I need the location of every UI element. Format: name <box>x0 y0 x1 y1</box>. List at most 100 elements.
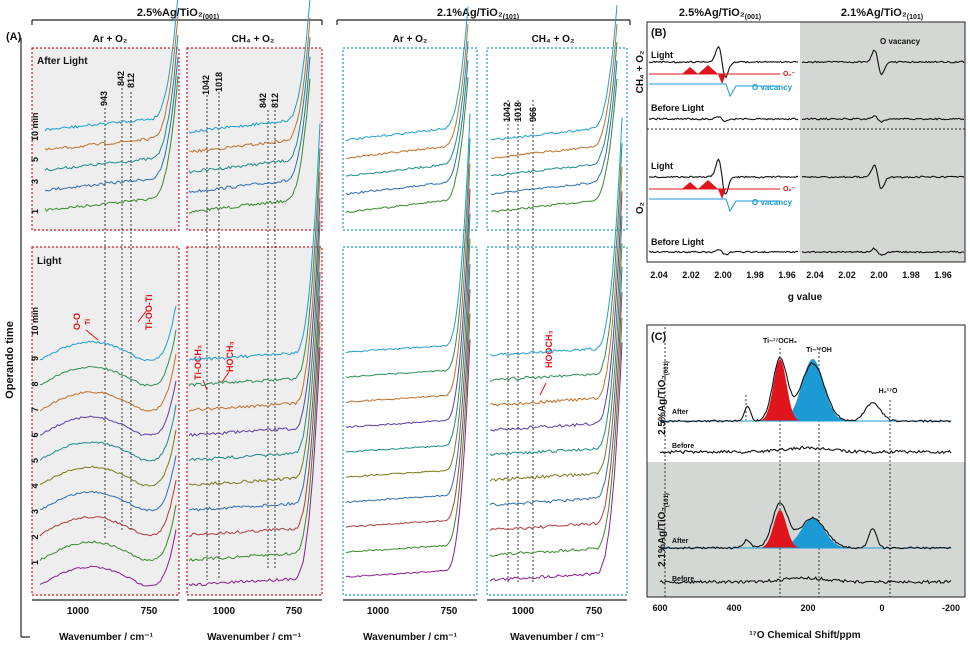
ir-light-ar-001 <box>39 480 177 537</box>
nmr-fit-tioh-101 <box>771 518 854 548</box>
sample-001-title: 2.5%Ag/TiO₂ <box>137 7 203 19</box>
nmr-before-001 <box>659 445 952 455</box>
atm-ch4-001: CH₄ + O₂ <box>232 34 275 45</box>
epr-fit-1-o2-area2 <box>718 74 726 84</box>
ir-light-ch4-101 <box>489 215 623 457</box>
nmr-peak-ti-och3: Ti–¹⁷OCH₃ <box>763 338 797 345</box>
ir-light-ch4-101 <box>490 191 623 432</box>
epr-fit-2-o2-area2 <box>718 189 726 199</box>
ir-light-ch4-001 <box>188 221 321 462</box>
svg-text:750: 750 <box>286 606 303 617</box>
ir-light-ar-001 <box>39 353 177 412</box>
nmr-after-1: After <box>672 409 689 416</box>
ir-light-ch4-001 <box>188 123 321 361</box>
panel-a: (A) Operando time 2.5%Ag/TiO₂(001) Ar + … <box>4 0 631 643</box>
nmr-xlabel: ¹⁷O Chemical Shift/ppm <box>749 630 860 641</box>
nmr-x-axis: 600 400 200 0 -200 ¹⁷O Chemical Shift/pp… <box>652 603 960 641</box>
ir-light-ch4-101 <box>489 143 623 382</box>
svg-text:966: 966 <box>528 107 538 122</box>
svg-text:1.96: 1.96 <box>934 270 952 280</box>
svg-text:2.5%Ag/TiO₂(001): 2.5%Ag/TiO₂(001) <box>137 7 219 21</box>
epr-ch4-101-before <box>801 115 965 124</box>
atm-ar-101: Ar + O₂ <box>393 34 428 45</box>
ir-light-ar-001 <box>39 404 177 462</box>
svg-text:1000: 1000 <box>67 606 90 617</box>
svg-text:600: 600 <box>652 603 667 613</box>
box-ch4-001-after <box>186 47 323 231</box>
nmr-fit-tioh-001 <box>774 359 851 421</box>
light-time-tick: 7 <box>30 407 40 412</box>
epr-before-2: Before Light <box>651 237 704 247</box>
nmr-fit-tioch3-001 <box>757 359 803 421</box>
ir-after-ar-001 <box>44 57 179 192</box>
annot-hoch3: HOCH₃ <box>225 341 235 372</box>
ir-light-ar-101 <box>345 213 471 453</box>
ir-after-ch4-101 <box>490 24 618 159</box>
ir-light-ch4-001 <box>188 322 321 562</box>
nmr-peak-h2o: H₂¹⁷O <box>879 388 898 395</box>
svg-text:2.1%Ag/TiO₂(101): 2.1%Ag/TiO₂(101) <box>437 7 519 21</box>
svg-text:10 min: 10 min <box>30 112 40 141</box>
row-label-after-light: After Light <box>37 56 88 67</box>
nmr-after-001 <box>659 357 952 423</box>
annot-o-o: O-O <box>72 313 82 330</box>
xlabel-a3: Wavenumber / cm⁻¹ <box>363 632 457 643</box>
nmr-sample-001: 2.5%Ag/TiO₂ <box>657 375 668 435</box>
ir-after-ar-101 <box>345 24 469 159</box>
ir-light-ar-101 <box>345 313 471 554</box>
ir-light-ar-001 <box>39 504 177 562</box>
ir-light-ch4-101 <box>489 243 623 482</box>
epr-fit-2-o2-area <box>682 180 718 189</box>
ir-after-ch4-001 <box>188 17 311 153</box>
svg-text:1: 1 <box>30 209 40 214</box>
nmr-after-101 <box>659 502 952 550</box>
ir-after-ar-101 <box>345 41 469 177</box>
ir-after-ar-101 <box>345 60 469 196</box>
ir-light-ar-101 <box>345 188 471 428</box>
light-time-tick: 5 <box>30 458 40 463</box>
nmr-peak-ti-oh: Ti–¹⁷OH <box>806 347 832 354</box>
ir-light-ar-101 <box>345 113 471 354</box>
svg-text:1.98: 1.98 <box>902 270 920 280</box>
panel-b: 2.5%Ag/TiO₂(001) 2.1%Ag/TiO₂(101) (B) CH… <box>635 7 966 303</box>
nmr-before-101 <box>659 576 952 585</box>
svg-text:2.5%Ag/TiO₂(001): 2.5%Ag/TiO₂(001) <box>679 7 761 21</box>
light-time-tick: 6 <box>30 432 40 437</box>
light-time-tick: 9 <box>30 356 40 361</box>
ir-light-ar-001 <box>39 429 177 487</box>
svg-text:2.02: 2.02 <box>838 270 856 280</box>
nmr-spectra <box>659 357 952 585</box>
operando-time-label: Operando time <box>4 321 16 399</box>
light-time-tick: 2 <box>30 534 40 539</box>
ir-light-ar-001 <box>39 305 177 362</box>
ir-light-ar-001 <box>39 329 177 387</box>
box-ch4-001-light <box>186 246 323 596</box>
ir-after-ch4-001 <box>188 0 311 134</box>
svg-text:943: 943 <box>99 91 109 106</box>
xlabel-a1: Wavenumber / cm⁻¹ <box>59 632 153 643</box>
svg-text:2.00: 2.00 <box>870 270 888 280</box>
ir-light-ch4-001 <box>188 272 321 512</box>
ir-light-ar-101 <box>345 289 471 528</box>
fit-o2-label-1: O₂⁻ <box>783 71 796 78</box>
section-header-001: 2.5%Ag/TiO₂(001) Ar + O₂ CH₄ + O₂ <box>31 7 323 45</box>
xlabel-a2: Wavenumber / cm⁻¹ <box>207 632 301 643</box>
fit-o2-label-2: O₂⁻ <box>783 186 796 193</box>
ir-light-ch4-001 <box>188 295 321 537</box>
ir-after-ar-101 <box>345 77 469 214</box>
epr-o2-001-light <box>648 158 799 195</box>
svg-text:2.04: 2.04 <box>806 270 824 280</box>
epr-o2-101-before <box>801 247 965 256</box>
ir-light-ch4-101 <box>489 117 623 357</box>
ir-after-ch4-101 <box>490 60 618 196</box>
peak-labels: 943 842 812 1042 1018 842 812 1042 1018 … <box>99 71 538 122</box>
box-ar-001-light <box>31 246 180 596</box>
epr-o2-101-light <box>801 164 965 189</box>
annot-ti-oo-ti: Ti-OO-Ti <box>144 294 154 330</box>
svg-text:-200: -200 <box>942 603 960 613</box>
light-time-tick: 8 <box>30 381 40 386</box>
epr-ch4-001-before <box>648 116 799 123</box>
svg-text:2.1%Ag/TiO₂(101): 2.1%Ag/TiO₂(101) <box>841 7 923 21</box>
panel-a-label: (A) <box>6 31 22 43</box>
ir-light-ar-001 <box>39 529 177 587</box>
